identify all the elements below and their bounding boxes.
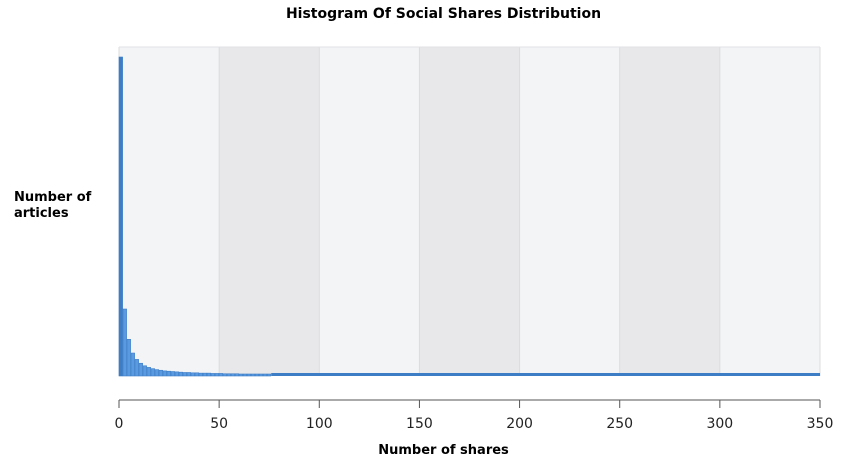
histogram-bar (210, 373, 216, 377)
histogram-bar (254, 373, 260, 377)
histogram-bar (126, 339, 131, 377)
x-tick-label: 150 (406, 416, 433, 432)
histogram-bar (134, 359, 139, 377)
histogram-bar (226, 373, 232, 377)
histogram-bar (262, 373, 268, 377)
histogram-bar (246, 373, 252, 377)
histogram-bar (218, 373, 224, 377)
histogram-bar (182, 372, 187, 377)
histogram-bar (202, 372, 208, 377)
histogram-bar (198, 372, 204, 377)
background-band (419, 47, 520, 376)
histogram-bar (242, 373, 248, 377)
histogram-bar (118, 56, 123, 377)
histogram-bar (266, 373, 272, 377)
histogram-bar (154, 369, 159, 377)
y-axis-label: Number of articles (14, 190, 92, 221)
histogram-bar (206, 372, 212, 377)
histogram-bar (222, 373, 228, 377)
histogram-bar (194, 372, 200, 377)
histogram-bar (258, 373, 264, 377)
x-tick-label: 200 (506, 416, 533, 432)
x-tick-label: 100 (306, 416, 333, 432)
background-band (719, 47, 820, 376)
gridlines (118, 46, 821, 376)
x-tick-label: 250 (606, 416, 633, 432)
histogram-bar (130, 352, 135, 377)
x-tick-label: 350 (807, 416, 834, 432)
histogram-bar (190, 372, 196, 377)
histogram-bar (166, 370, 171, 377)
histogram-tail-bars (271, 373, 820, 376)
histogram-bars (118, 56, 820, 377)
background-band (119, 47, 220, 376)
histogram-bar (230, 373, 236, 377)
x-axis: 0 50 100 150 200 250 300 350 (115, 399, 834, 432)
histogram-bar (174, 371, 179, 377)
histogram-bar (186, 372, 192, 377)
background-bands (119, 47, 820, 376)
background-band (319, 47, 420, 376)
background-band (219, 47, 320, 376)
histogram-bar (150, 368, 155, 377)
x-axis-label: Number of shares (378, 443, 509, 458)
histogram-bar (138, 362, 143, 377)
histogram-bar (146, 367, 151, 377)
histogram-bar (158, 369, 163, 377)
histogram-bar (250, 373, 256, 377)
background-band (519, 47, 620, 376)
x-tick-label: 0 (115, 416, 124, 432)
histogram-bar (170, 371, 175, 377)
background-band (619, 47, 720, 376)
histogram-bar (142, 365, 147, 377)
histogram-bar (162, 370, 167, 377)
histogram-bar (238, 373, 244, 377)
histogram-bar (122, 308, 127, 377)
x-tick-label: 50 (210, 416, 228, 432)
chart-title: Histogram Of Social Shares Distribution (285, 6, 602, 22)
histogram-bar (178, 371, 183, 377)
histogram-bar (234, 373, 240, 377)
histogram-bar (214, 373, 220, 377)
x-tick-label: 300 (706, 416, 733, 432)
